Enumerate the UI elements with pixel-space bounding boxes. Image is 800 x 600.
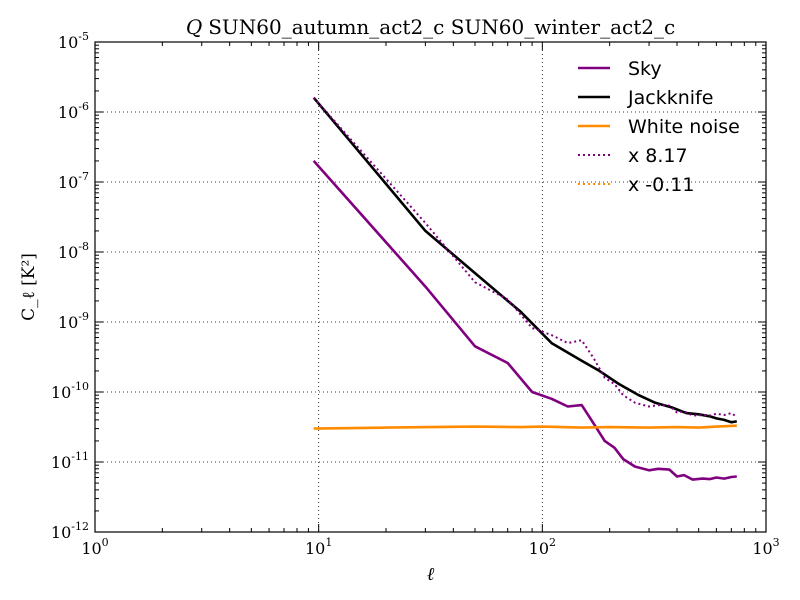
y-tick-label-base: 10 (58, 103, 78, 122)
x-tick-label: 101 (305, 536, 332, 558)
legend: Sky Jackknife White noise x 8.17 x -0.11 (578, 58, 740, 196)
grid (95, 42, 766, 532)
y-tick-label-exponent: -12 (71, 520, 89, 533)
x-tick-label-exponent: 3 (773, 536, 780, 549)
y-tick-label-base: 10 (51, 383, 71, 402)
series-line-sky (312, 160, 737, 481)
x-axis-label: ℓ (427, 564, 435, 585)
x-tick-label: 100 (81, 536, 108, 558)
y-tick-label-exponent: -9 (78, 310, 89, 323)
x-tick-label-base: 10 (529, 539, 549, 558)
plot-frame (94, 41, 767, 533)
legend-label: x 8.17 (628, 145, 688, 167)
y-tick-label-base: 10 (58, 243, 78, 262)
legend-label: Jackknife (627, 87, 713, 109)
series-lines (312, 96, 738, 481)
x-tick-label-base: 10 (305, 539, 325, 558)
x-tick-label-exponent: 1 (325, 536, 332, 549)
x-tick-label: 103 (752, 536, 779, 558)
y-tick-label-base: 10 (58, 33, 78, 52)
y-tick-label-base: 10 (51, 523, 71, 542)
y-tick-label-base: 10 (58, 313, 78, 332)
y-tick-label: 10-8 (58, 240, 89, 262)
y-tick-label-base: 10 (51, 453, 71, 472)
y-tick-label-exponent: -6 (78, 100, 89, 113)
series-line-white-noise (313, 424, 737, 430)
y-tick-label-exponent: -5 (78, 30, 89, 43)
tick-labels: 100 101 102 10310-1210-1110-1010-910-810-71… (51, 30, 780, 558)
y-tick-label-exponent: -10 (71, 380, 89, 393)
y-tick-label: 10-10 (51, 380, 89, 402)
legend-label: White noise (628, 116, 740, 138)
y-tick-label-exponent: -7 (78, 170, 89, 183)
chart-title: Q SUN60_autumn_act2_c SUN60_winter_act2_c (186, 15, 675, 39)
series-line-x-8-17 (312, 97, 738, 418)
x-tick-label-exponent: 0 (102, 536, 109, 549)
y-tick-label: 10-7 (58, 170, 89, 192)
legend-label: Sky (628, 58, 662, 80)
y-tick-label: 10-11 (51, 450, 89, 472)
x-tick-label: 102 (529, 536, 556, 558)
y-tick-label-exponent: -11 (71, 450, 89, 463)
axis-ticks (94, 41, 767, 533)
legend-label: x -0.11 (628, 174, 694, 196)
y-tick-label: 10-6 (58, 100, 89, 122)
title-symbol: Q (186, 15, 202, 39)
y-tick-label: 10-9 (58, 310, 89, 332)
y-tick-label-base: 10 (58, 173, 78, 192)
x-tick-label-exponent: 2 (549, 536, 556, 549)
y-tick-label: 10-12 (51, 520, 89, 542)
title-text: SUN60_autumn_act2_c SUN60_winter_act2_c (208, 15, 675, 39)
y-axis-label: C_ℓ [K²] (19, 253, 39, 321)
y-tick-label-exponent: -8 (78, 240, 89, 253)
y-tick-label: 10-5 (58, 30, 89, 52)
x-tick-label-base: 10 (81, 539, 101, 558)
x-tick-label-base: 10 (752, 539, 772, 558)
